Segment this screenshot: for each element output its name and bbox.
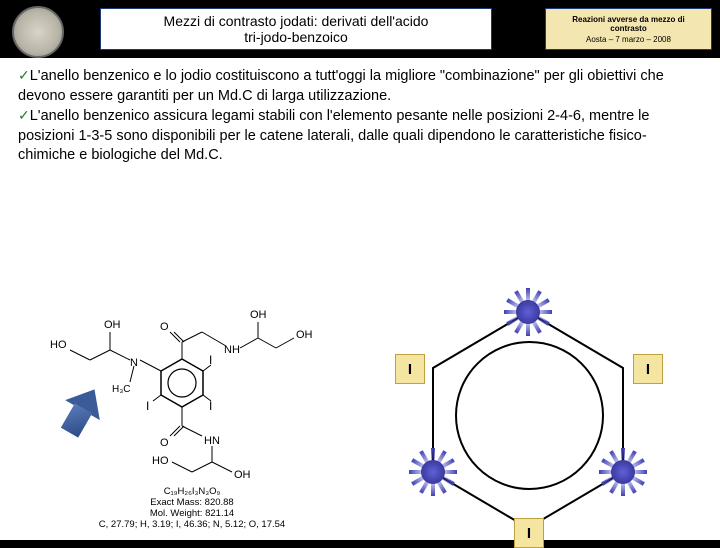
svg-text:NH: NH: [224, 344, 240, 356]
check-icon: ✓: [18, 67, 30, 83]
molecule-structure: I I I N HO OH H₃C O NH: [12, 298, 352, 534]
title-line-2: tri-jodo-benzoico: [101, 29, 491, 45]
svg-text:O: O: [160, 437, 169, 449]
inner-ring: [455, 341, 604, 490]
molecule-meta: C₁₉H₂₆I₃N₃O₉ Exact Mass: 820.88 Mol. Wei…: [92, 486, 292, 530]
svg-text:OH: OH: [234, 469, 251, 481]
starburst-icon: [409, 448, 457, 496]
svg-text:HO: HO: [50, 339, 67, 351]
paragraph-2: L'anello benzenico assicura legami stabi…: [18, 108, 649, 163]
side-line-1: Reazioni avverse da mezzo di: [572, 15, 685, 24]
university-seal: [12, 6, 64, 58]
starburst-icon: [599, 448, 647, 496]
paragraph-1: L'anello benzenico e lo jodio costituisc…: [18, 68, 664, 104]
molecule-mw: Mol. Weight: 821.14: [92, 508, 292, 519]
title-line-1: Mezzi di contrasto jodati: derivati dell…: [101, 13, 491, 29]
side-box: Reazioni avverse da mezzo di contrasto A…: [545, 8, 712, 50]
side-line-2: contrasto: [610, 24, 646, 33]
svg-text:OH: OH: [104, 319, 121, 331]
molecule-mass: Exact Mass: 820.88: [92, 497, 292, 508]
svg-text:HN: HN: [204, 435, 220, 447]
svg-text:O: O: [160, 321, 169, 333]
molecule-composition: C, 27.79; H, 3.19; I, 46.36; N, 5.12; O,…: [92, 519, 292, 530]
side-line-3: Aosta – 7 marzo – 2008: [586, 35, 671, 44]
svg-text:OH: OH: [250, 309, 267, 321]
benzene-schematic: I I I: [365, 296, 710, 536]
iodine-label: I: [395, 354, 425, 384]
body-area: ✓L'anello benzenico e lo jodio costituis…: [0, 58, 720, 540]
iodine-label: I: [514, 518, 544, 548]
iodine-label: I: [633, 354, 663, 384]
atom-I: I: [146, 399, 149, 413]
molecule-formula: C₁₉H₂₆I₃N₃O₉: [92, 486, 292, 497]
text-content: ✓L'anello benzenico e lo jodio costituis…: [0, 58, 720, 172]
svg-text:H₃C: H₃C: [112, 384, 131, 395]
svg-text:OH: OH: [296, 329, 313, 341]
check-icon: ✓: [18, 107, 30, 123]
title-box: Mezzi di contrasto jodati: derivati dell…: [100, 8, 492, 50]
starburst-icon: [504, 288, 552, 336]
svg-text:HO: HO: [152, 455, 169, 467]
